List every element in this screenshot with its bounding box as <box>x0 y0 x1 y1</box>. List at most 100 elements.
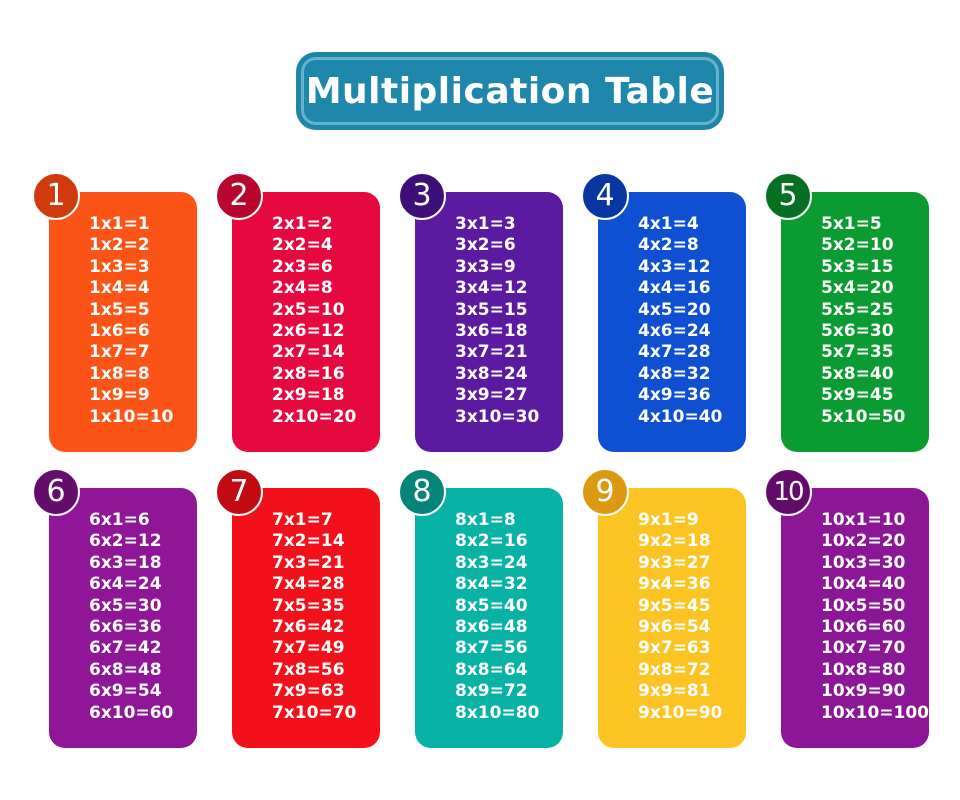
table-row: 1x10=10 <box>89 406 174 427</box>
table-row: 5x7=35 <box>821 342 894 363</box>
table-row: 10x10=100 <box>821 702 930 723</box>
table-row: 5x1=5 <box>821 214 882 234</box>
table-row: 8x4=32 <box>455 574 528 595</box>
table-row: 4x10=40 <box>638 406 723 427</box>
table-row: 4x6=24 <box>638 321 711 342</box>
table-row: 2x10=20 <box>272 406 357 427</box>
table-row: 3x7=21 <box>455 342 528 363</box>
table-row: 6x3=18 <box>89 552 162 573</box>
table-card-6: 6x1=6 6x2=12 6x3=18 6x4=24 6x5=30 6x6=36 6x7=4… <box>32 468 212 758</box>
table-row: 6x6=36 <box>89 617 162 638</box>
table-row: 4x4=16 <box>638 278 711 299</box>
table-row: 7x1=7 <box>272 510 333 530</box>
table-number-badge: 8 <box>398 468 446 516</box>
page-title: Multiplication Table <box>301 57 719 125</box>
table-row: 9x9=81 <box>638 681 711 702</box>
table-row: 5x10=50 <box>821 406 906 427</box>
table-number-badge: 7 <box>215 468 263 516</box>
table-row: 10x6=60 <box>821 617 906 638</box>
table-number-badge: 6 <box>32 468 80 516</box>
table-row: 8x10=80 <box>455 702 540 723</box>
table-row: 9x10=90 <box>638 702 723 723</box>
table-card-body: 4x1=4 4x2=8 4x3=12 4x4=16 4x5=20 4x6=24 4x7=28… <box>598 192 746 452</box>
table-row: 6x2=12 <box>89 531 162 552</box>
table-row: 1x5=5 <box>89 299 150 320</box>
table-row: 8x5=40 <box>455 595 528 616</box>
table-row: 9x2=18 <box>638 531 711 552</box>
table-card-body: 6x1=6 6x2=12 6x3=18 6x4=24 6x5=30 6x6=36 6x7=4… <box>49 488 197 748</box>
table-row: 1x8=8 <box>89 363 150 384</box>
table-row: 10x1=10 <box>821 510 906 530</box>
table-row: 5x2=10 <box>821 235 894 256</box>
table-number-badge: 3 <box>398 172 446 220</box>
table-row: 10x7=70 <box>821 638 906 659</box>
table-row: 2x9=18 <box>272 385 345 406</box>
table-number-badge: 9 <box>581 468 629 516</box>
table-row: 1x9=9 <box>89 385 150 406</box>
table-card-body: 8x1=8 8x2=16 8x3=24 8x4=32 8x5=40 8x6=48 8x7=5… <box>415 488 563 748</box>
table-row: 1x6=6 <box>89 321 150 342</box>
title-banner: Multiplication Table <box>296 52 724 130</box>
table-row: 2x5=10 <box>272 299 345 320</box>
table-card-10: 10x1=10 10x2=20 10x3=30 10x4=40 10x5=50 10x6=… <box>764 468 944 758</box>
table-row: 5x6=30 <box>821 321 894 342</box>
table-row: 4x1=4 <box>638 214 699 234</box>
table-row: 9x3=27 <box>638 552 711 573</box>
table-row: 9x1=9 <box>638 510 699 530</box>
table-row: 7x3=21 <box>272 552 345 573</box>
table-row: 3x3=9 <box>455 256 516 277</box>
table-row: 6x5=30 <box>89 595 162 616</box>
table-card-3: 3x1=3 3x2=6 3x3=9 3x4=12 3x5=15 3x6=18 3x7=21 3… <box>398 172 578 462</box>
table-row: 3x6=18 <box>455 321 528 342</box>
table-row: 6x8=48 <box>89 659 162 680</box>
table-row: 3x8=24 <box>455 363 528 384</box>
table-row: 5x4=20 <box>821 278 894 299</box>
table-card-5: 5x1=5 5x2=10 5x3=15 5x4=20 5x5=25 5x6=30 5x7=3… <box>764 172 944 462</box>
table-row: 4x9=36 <box>638 385 711 406</box>
table-row: 6x9=54 <box>89 681 162 702</box>
table-row: 1x1=1 <box>89 214 150 234</box>
table-row: 7x5=35 <box>272 595 345 616</box>
table-row: 9x4=36 <box>638 574 711 595</box>
table-card-body: 2x1=2 2x2=4 2x3=6 2x4=8 2x5=10 2x6=12 2x7=14 2x… <box>232 192 380 452</box>
table-row: 10x8=80 <box>821 659 906 680</box>
table-row: 1x4=4 <box>89 278 150 299</box>
table-row: 6x10=60 <box>89 702 174 723</box>
table-card-body: 10x1=10 10x2=20 10x3=30 10x4=40 10x5=50 10x6=… <box>781 488 929 748</box>
table-row: 10x5=50 <box>821 595 906 616</box>
table-row: 9x7=63 <box>638 638 711 659</box>
table-card-4: 4x1=4 4x2=8 4x3=12 4x4=16 4x5=20 4x6=24 4x7=28… <box>581 172 761 462</box>
table-card-8: 8x1=8 8x2=16 8x3=24 8x4=32 8x5=40 8x6=48 8x7=5… <box>398 468 578 758</box>
table-row: 4x5=20 <box>638 299 711 320</box>
table-row: 3x2=6 <box>455 235 516 256</box>
table-row: 1x3=3 <box>89 256 150 277</box>
table-row: 9x8=72 <box>638 659 711 680</box>
table-row: 2x2=4 <box>272 235 333 256</box>
table-row: 8x2=16 <box>455 531 528 552</box>
table-row: 3x4=12 <box>455 278 528 299</box>
table-row: 6x4=24 <box>89 574 162 595</box>
table-card-9: 9x1=9 9x2=18 9x3=27 9x4=36 9x5=45 9x6=54 9x7=6… <box>581 468 761 758</box>
table-row: 7x2=14 <box>272 531 345 552</box>
table-row: 2x7=14 <box>272 342 345 363</box>
table-row: 10x2=20 <box>821 531 906 552</box>
table-row: 1x2=2 <box>89 235 150 256</box>
table-card-1: 1x1=1 1x2=2 1x3=3 1x4=4 1x5=5 1x6=6 1x7=7 1x8=8… <box>32 172 212 462</box>
table-row: 6x7=42 <box>89 638 162 659</box>
table-row: 7x7=49 <box>272 638 345 659</box>
table-row: 9x5=45 <box>638 595 711 616</box>
table-row: 1x7=7 <box>89 342 150 363</box>
table-row: 8x6=48 <box>455 617 528 638</box>
table-row: 2x3=6 <box>272 256 333 277</box>
table-row: 8x8=64 <box>455 659 528 680</box>
table-card-body: 7x1=7 7x2=14 7x3=21 7x4=28 7x5=35 7x6=42 7x7=4… <box>232 488 380 748</box>
table-card-body: 3x1=3 3x2=6 3x3=9 3x4=12 3x5=15 3x6=18 3x7=21 3… <box>415 192 563 452</box>
table-number-badge: 10 <box>764 468 812 516</box>
table-number-badge: 4 <box>581 172 629 220</box>
table-number-badge: 5 <box>764 172 812 220</box>
table-number-badge: 1 <box>32 172 80 220</box>
table-card-7: 7x1=7 7x2=14 7x3=21 7x4=28 7x5=35 7x6=42 7x7=4… <box>215 468 395 758</box>
table-card-body: 5x1=5 5x2=10 5x3=15 5x4=20 5x5=25 5x6=30 5x7=3… <box>781 192 929 452</box>
table-row: 8x7=56 <box>455 638 528 659</box>
